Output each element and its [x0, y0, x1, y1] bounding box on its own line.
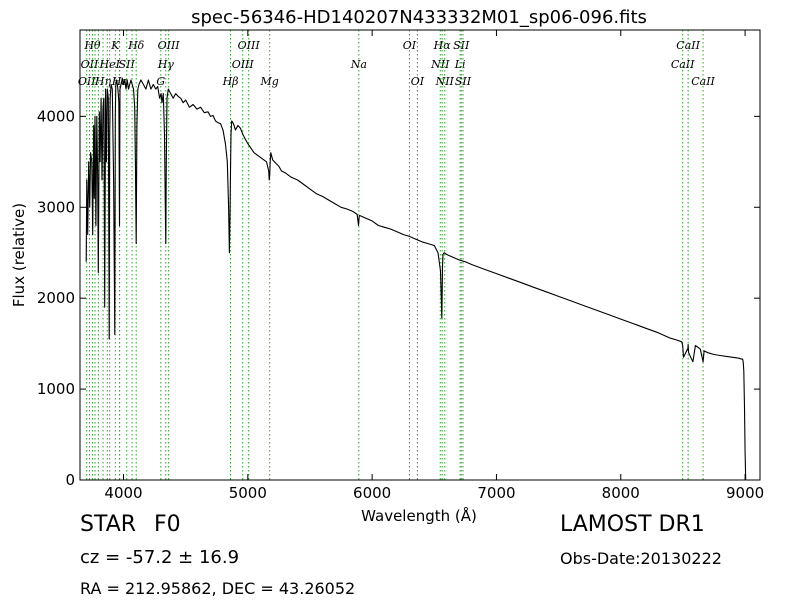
y-axis-label: Flux (relative): [10, 203, 28, 307]
marker-label-2: Hθ: [83, 39, 101, 52]
y-tick-label: 3000: [37, 198, 75, 216]
object-class: STAR F0: [80, 512, 181, 537]
marker-label-21: Na: [350, 58, 367, 71]
object-class-value: STAR: [80, 512, 137, 537]
marker-label-22: OI: [403, 39, 417, 52]
y-tick-label: 1000: [37, 380, 75, 398]
ra-dec-coordinates: RA = 212.95862, DEC = 43.26052: [80, 579, 356, 598]
marker-label-8: K: [110, 39, 120, 52]
observation-date: Obs-Date:20130222: [560, 549, 722, 568]
marker-label-28: SII: [453, 39, 470, 52]
spectrum-line: [85, 77, 747, 480]
marker-label-15: Hγ: [157, 58, 175, 71]
marker-label-7: HeI: [98, 58, 120, 71]
marker-label-0: OII: [78, 75, 96, 88]
plot-frame: [79, 29, 761, 481]
x-axis-label: Wavelength (Å): [361, 506, 477, 525]
marker-label-27: Li: [454, 58, 466, 71]
x-tick-label: 6000: [353, 484, 391, 502]
marker-label-5: Hη: [94, 75, 112, 88]
x-tick-label: 5000: [229, 484, 267, 502]
marker-label-1: OII: [81, 58, 99, 71]
marker-label-11: SII: [119, 58, 136, 71]
marker-label-18: OIII: [232, 58, 255, 71]
marker-label-32: CaII: [691, 75, 715, 88]
y-tick-label: 2000: [37, 289, 75, 307]
x-tick-label: 7000: [477, 484, 515, 502]
marker-label-14: G: [156, 75, 165, 88]
x-tick-label: 9000: [726, 484, 764, 502]
redshift-cz: cz = -57.2 ± 16.9: [80, 547, 240, 568]
spectrum-curve-layer: [85, 77, 747, 480]
marker-label-24: NII: [430, 58, 450, 71]
marker-label-17: Hβ: [222, 75, 239, 88]
y-tick-label: 0: [65, 471, 75, 489]
chart-title: spec-56346-HD140207N433332M01_sp06-096.f…: [191, 7, 647, 28]
axis-ticks: 4000 5000 6000 7000 8000 9000 0 1000 2000 3000 400…: [37, 30, 764, 502]
x-tick-label: 8000: [602, 484, 640, 502]
marker-label-25: Hα: [433, 39, 452, 52]
marker-label-20: Mg: [260, 75, 279, 88]
marker-label-23: OI: [411, 75, 425, 88]
survey-name: LAMOST DR1: [560, 512, 705, 537]
marker-label-19: OIII: [238, 39, 261, 52]
marker-label-31: CaII: [676, 39, 700, 52]
marker-label-26: NII: [435, 75, 455, 88]
marker-label-16: OIII: [158, 39, 181, 52]
x-tick-label: 4000: [104, 484, 142, 502]
marker-label-13: Hδ: [127, 39, 145, 52]
marker-label-29: SII: [455, 75, 472, 88]
marker-label-30: CaII: [671, 58, 695, 71]
object-subclass-value: F0: [154, 512, 181, 537]
y-tick-label: 4000: [37, 107, 75, 125]
